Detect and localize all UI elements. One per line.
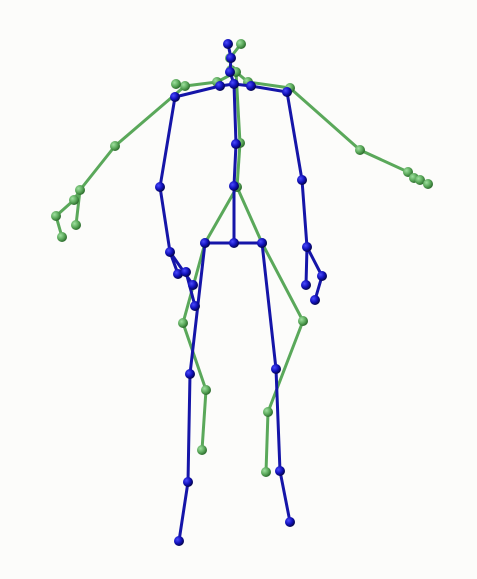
green-skeleton-joint (201, 385, 211, 395)
blue-skeleton-joint (185, 369, 195, 379)
green-skeleton-bone (78, 144, 117, 192)
blue-skeleton-joint (301, 280, 311, 290)
blue-skeleton-joint (155, 182, 165, 192)
blue-skeleton-joint (165, 247, 175, 257)
green-skeleton-joint (415, 175, 425, 185)
green-skeleton-joint (355, 145, 365, 155)
blue-skeleton-joint (200, 238, 210, 248)
green-skeleton-joint (263, 407, 273, 417)
green-skeleton-joint (180, 81, 190, 91)
blue-skeleton-joint (174, 536, 184, 546)
green-skeleton-joint (75, 185, 85, 195)
green-skeleton-joint (171, 79, 181, 89)
green-skeleton-bone (183, 80, 219, 88)
green-skeleton-joint (178, 318, 188, 328)
blue-skeleton-bone (260, 241, 278, 371)
blue-skeleton-joint (188, 280, 198, 290)
green-skeleton-bone (235, 141, 242, 189)
green-skeleton-joint (69, 195, 79, 205)
blue-skeleton-joint (215, 81, 225, 91)
blue-skeleton-bone (300, 178, 309, 249)
blue-skeleton-bone (186, 372, 192, 484)
blue-skeleton-bone (274, 367, 282, 473)
blue-skeleton-joint (282, 87, 292, 97)
blue-skeleton-joint (275, 466, 285, 476)
green-skeleton (51, 39, 433, 477)
blue-skeleton (155, 39, 327, 546)
blue-skeleton-joint (246, 81, 256, 91)
blue-skeleton-joint (257, 238, 267, 248)
green-skeleton-bone (358, 148, 410, 174)
green-skeleton-bone (203, 185, 239, 245)
blue-skeleton-bone (232, 82, 238, 146)
green-skeleton-joint (261, 467, 271, 477)
blue-skeleton-joint (181, 267, 191, 277)
blue-skeleton-joint (183, 477, 193, 487)
blue-skeleton-bone (304, 245, 309, 287)
blue-skeleton-joint (170, 92, 180, 102)
green-skeleton-joint (110, 141, 120, 151)
blue-skeleton-joint (229, 238, 239, 248)
blue-skeleton-joint (226, 53, 236, 63)
blue-skeleton-joint (225, 67, 235, 77)
green-skeleton-bone (74, 188, 82, 227)
blue-skeleton-bone (285, 90, 304, 182)
blue-skeleton-joint (271, 364, 281, 374)
green-skeleton-joint (298, 316, 308, 326)
blue-skeleton-bone (278, 469, 292, 524)
blue-skeleton-joint (310, 295, 320, 305)
blue-skeleton-joint (223, 39, 233, 49)
green-skeleton-joint (71, 220, 81, 230)
blue-skeleton-bone (168, 250, 195, 287)
green-skeleton-bone (181, 321, 208, 392)
green-skeleton-joint (51, 211, 61, 221)
green-skeleton-joint (57, 232, 67, 242)
blue-skeleton-bone (249, 84, 289, 94)
blue-skeleton-joint (317, 271, 327, 281)
blue-skeleton-joint (302, 242, 312, 252)
green-skeleton-bone (260, 241, 305, 323)
blue-skeleton-joint (285, 517, 295, 527)
blue-skeleton-joint (190, 301, 200, 311)
green-skeleton-bone (288, 86, 362, 152)
blue-skeleton-bone (158, 185, 172, 254)
blue-skeleton-bone (232, 142, 238, 188)
blue-skeleton-joint (173, 269, 183, 279)
blue-skeleton-bone (158, 95, 177, 189)
blue-skeleton-joint (229, 79, 239, 89)
blue-skeleton-bone (177, 480, 190, 543)
blue-skeleton-joint (297, 175, 307, 185)
green-skeleton-joint (197, 445, 207, 455)
green-skeleton-bone (200, 388, 208, 452)
blue-skeleton-bone (305, 245, 324, 278)
green-skeleton-joint (236, 39, 246, 49)
blue-skeleton-joint (231, 139, 241, 149)
blue-skeleton-joint (229, 181, 239, 191)
blue-skeleton-bone (173, 84, 222, 99)
green-skeleton-bone (264, 410, 270, 474)
green-skeleton-bone (235, 185, 264, 245)
green-skeleton-joint (423, 179, 433, 189)
green-skeleton-bone (266, 319, 305, 414)
